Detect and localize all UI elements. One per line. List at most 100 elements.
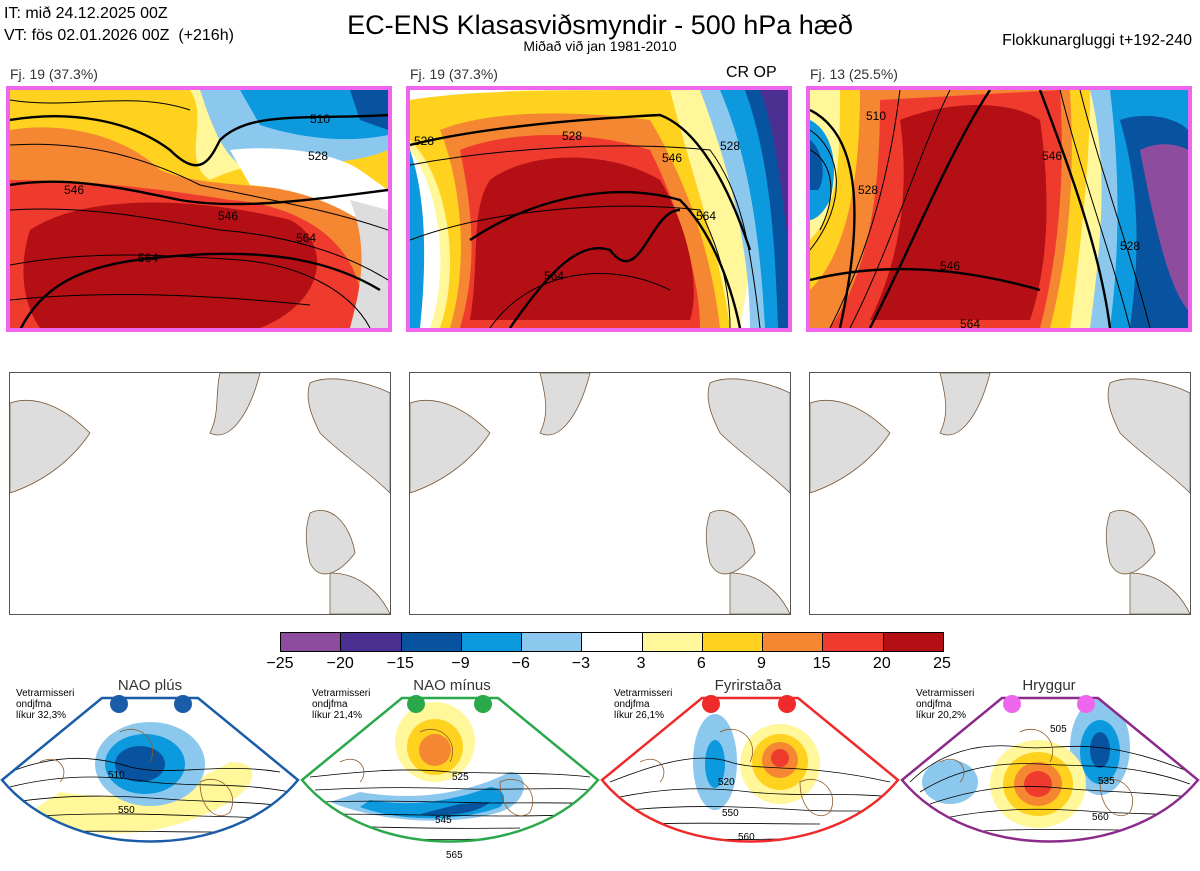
regime-1-name: NAO plús (117, 677, 183, 694)
contour-label: 510 (866, 109, 886, 123)
contour-label: 528 (858, 183, 878, 197)
colorbar-swatch (400, 633, 461, 651)
contour-label: 565 (446, 850, 463, 861)
contour-label: 564 (696, 209, 716, 223)
regime-1-map[interactable]: 510 550 (0, 692, 300, 871)
contour-label: 528 (308, 149, 328, 163)
colorbar-tick-label: −9 (451, 655, 470, 672)
colorbar-tick-label: 25 (933, 655, 951, 672)
regime-4-name: Hryggur (1022, 677, 1076, 694)
regime-3-marker (778, 695, 796, 713)
colorbar-swatch (701, 633, 763, 651)
empty-map-2[interactable] (409, 372, 791, 615)
contour-label: 564 (296, 231, 316, 245)
cluster-1-label: Fj. 19 (37.3%) (10, 66, 98, 82)
colorbar-tick-label: −6 (511, 655, 530, 672)
contour-label: 545 (435, 815, 452, 826)
regime-2-marker (407, 695, 425, 713)
empty-map-3[interactable] (809, 372, 1191, 615)
regime-2-map[interactable]: 525 545 565 (300, 692, 600, 871)
colorbar-tick-label: 20 (872, 655, 891, 672)
page-subtitle: Miðað við jan 1981-2010 (523, 38, 677, 54)
colorbar (280, 632, 944, 652)
cluster-2-tag: CR OP (726, 64, 777, 81)
contour-label: 546 (64, 183, 84, 197)
contour-label: 528 (414, 134, 434, 148)
regime-1-border (0, 696, 300, 843)
regime-4-info: Vetrarmisseri ondjfma líkur 20,2% (916, 688, 975, 721)
contour-label: 564 (138, 251, 158, 265)
contour-label: 560 (738, 832, 755, 843)
colorbar-ticks: −25 −20 −15 −9 −6 −3 3 6 9 15 20 25 (266, 655, 950, 675)
contour-label: 546 (662, 151, 682, 165)
regime-1-info: Vetrarmisseri ondjfma líkur 32,3% (16, 688, 75, 721)
initial-time: IT: mið 24.12.2025 00Z (4, 5, 168, 22)
colorbar-tick-label: −15 (386, 655, 414, 672)
land-outline (410, 373, 790, 614)
regime-4-marker (1003, 695, 1021, 713)
contour-label: 546 (1042, 149, 1062, 163)
contour-label: 564 (544, 269, 564, 283)
colorbar-swatch (281, 633, 341, 651)
colorbar-tick-label: 6 (696, 655, 706, 672)
regime-4-map[interactable]: 505 535 560 (900, 692, 1200, 871)
regime-1-marker (110, 695, 128, 713)
land-outline (810, 373, 1190, 614)
regime-3-map[interactable]: 520 550 560 (600, 692, 900, 871)
regime-2-info: Vetrarmisseri ondjfma líkur 21,4% (312, 688, 371, 721)
contour-label: 564 (960, 317, 980, 328)
cluster-3-map[interactable]: 510 528 546 546 564 528 (806, 86, 1192, 332)
cluster-3-label: Fj. 13 (25.5%) (810, 66, 898, 82)
colorbar-swatch (882, 633, 943, 651)
contour-label: 535 (1098, 776, 1115, 787)
colorbar-swatch (822, 633, 883, 651)
colorbar-tick-label: 3 (636, 655, 646, 672)
cluster-2-map[interactable]: 528 528 546 564 564 528 (406, 86, 792, 332)
classification-window: Flokkunargluggi t+192-240 (1002, 32, 1192, 49)
contour-label: 560 (1092, 812, 1109, 823)
page-title: EC-ENS Klasasviðsmyndir - 500 hPa hæð (347, 10, 853, 40)
contour-label: 546 (940, 259, 960, 273)
regime-2-marker (474, 695, 492, 713)
colorbar-swatch (460, 633, 522, 651)
land-outline (10, 373, 390, 614)
contour-label: 505 (1050, 724, 1067, 735)
colorbar-swatch (340, 633, 401, 651)
valid-time: VT: fös 02.01.2026 00Z (+216h) (4, 27, 234, 44)
contour-label: 550 (722, 808, 739, 819)
colorbar-tick-label: 15 (812, 655, 831, 672)
regime-1-marker (174, 695, 192, 713)
regime-3-border (600, 696, 900, 843)
colorbar-tick-label: −3 (571, 655, 591, 672)
contour-label: 528 (562, 129, 582, 143)
cluster-1-field: 510 528 546 546 564 564 (10, 90, 388, 328)
colorbar-tick-label: 9 (757, 655, 766, 672)
colorbar-swatch (762, 633, 823, 651)
cluster-2-field: 528 528 546 564 564 528 (410, 90, 788, 328)
contour-label: 528 (1120, 239, 1140, 253)
regime-2-border (300, 696, 600, 843)
contour-label: 528 (720, 139, 740, 153)
regime-4-marker (1077, 695, 1095, 713)
regime-4-border (900, 696, 1200, 843)
regime-3-marker (702, 695, 720, 713)
cluster-2-label: Fj. 19 (37.3%) (410, 66, 498, 82)
regime-2-name: NAO mínus (413, 677, 491, 694)
contour-label: 520 (718, 777, 735, 788)
contour-label: 550 (118, 805, 135, 816)
colorbar-swatch (581, 633, 642, 651)
contour-label: 510 (310, 112, 330, 126)
cluster-1-map[interactable]: 510 528 546 546 564 564 (6, 86, 392, 332)
contour-label: 510 (108, 770, 125, 781)
colorbar-swatch (521, 633, 582, 651)
colorbar-tick-label: −25 (266, 655, 294, 672)
colorbar-swatch (641, 633, 702, 651)
regime-3-name: Fyrirstaða (714, 677, 782, 694)
cluster-3-field: 510 528 546 546 564 528 (810, 90, 1188, 328)
empty-map-1[interactable] (9, 372, 391, 615)
contour-label: 546 (218, 209, 238, 223)
run-info: IT: mið 24.12.2025 00Z VT: fös 02.01.202… (4, 3, 234, 47)
contour-label: 525 (452, 772, 469, 783)
regime-3-info: Vetrarmisseri ondjfma líkur 26,1% (614, 688, 673, 721)
colorbar-tick-label: −20 (326, 655, 354, 672)
